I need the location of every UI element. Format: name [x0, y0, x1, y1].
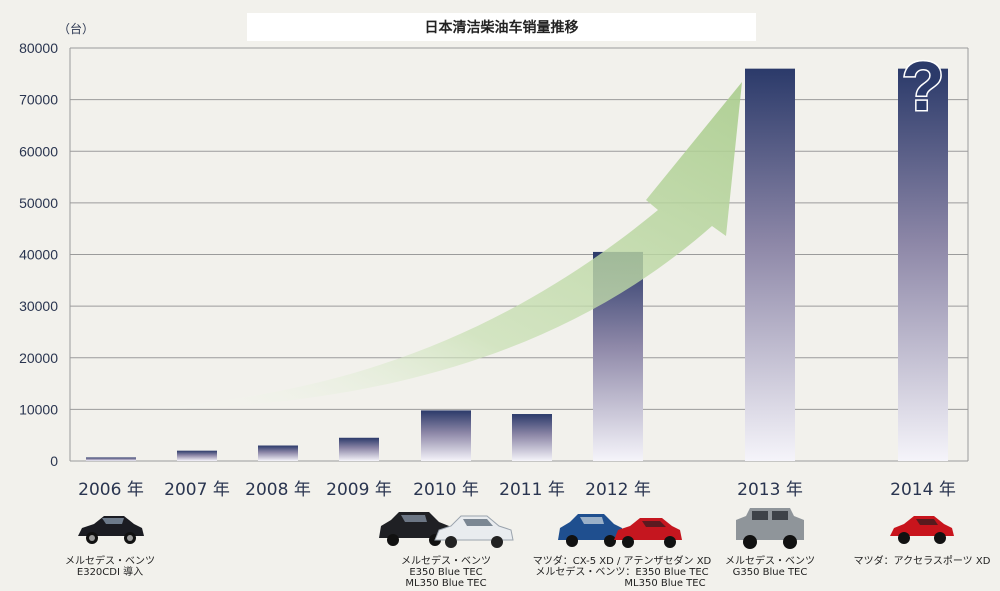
mazda-cx5-atenza-icon — [558, 514, 682, 548]
mercedes-suv-sedan-icon — [379, 512, 514, 548]
mercedes-sedan-icon — [78, 516, 144, 544]
bar — [258, 445, 298, 461]
y-tick-label: 40000 — [19, 247, 58, 263]
y-tick-label: 10000 — [19, 401, 58, 417]
caption-line: メルセデス・ベンツ — [65, 556, 155, 567]
bar — [898, 68, 948, 462]
grid-lines — [69, 47, 969, 462]
caption-2012: マツダ：CX-5 XD / アテンザセダン XD メルセデス・ベンツ：E350 … — [520, 556, 724, 589]
y-tick-label: 70000 — [19, 92, 58, 108]
bar — [421, 410, 471, 461]
chart-title: 日本清洁柴油车销量推移 — [247, 13, 756, 41]
caption-line: E350 Blue TEC — [409, 567, 483, 578]
y-tick-label: 60000 — [19, 143, 58, 159]
caption-line: マツダ：アクセラスポーツ XD — [853, 556, 991, 567]
bar — [177, 450, 217, 461]
caption-line: ML350 Blue TEC — [405, 578, 487, 589]
y-axis-ticks: 0 10000 20000 30000 40000 50000 60000 70000 8000… — [19, 40, 58, 469]
x-tick-label: 2006 年 — [78, 480, 144, 500]
caption-2010: メルセデス・ベンツ E350 Blue TEC ML350 Blue TEC — [392, 556, 500, 589]
caption-line: メルセデス・ベンツ — [401, 556, 491, 567]
x-tick-label: 2012 年 — [585, 480, 651, 500]
x-tick-label: 2010 年 — [413, 480, 479, 500]
y-tick-label: 80000 — [19, 40, 58, 56]
x-axis-ticks: 2006 年 2007 年 2008 年 2009 年 2010 年 2011 年 2012… — [78, 480, 956, 500]
bar — [86, 457, 136, 461]
question-mark: ? — [902, 47, 945, 125]
y-tick-label: 30000 — [19, 298, 58, 314]
x-tick-label: 2011 年 — [499, 480, 565, 500]
caption-line: メルセデス・ベンツ — [725, 556, 815, 567]
caption-line: メルセデス・ベンツ：E350 Blue TEC — [535, 567, 709, 578]
x-tick-label: 2008 年 — [245, 480, 311, 500]
x-tick-label: 2014 年 — [890, 480, 956, 500]
caption-2006: メルセデス・ベンツ E320CDI 導入 — [58, 556, 162, 578]
growth-arrow — [120, 82, 742, 410]
caption-line: ML350 Blue TEC — [624, 578, 706, 589]
y-axis-unit-label: （台） — [58, 22, 95, 36]
x-tick-label: 2007 年 — [164, 480, 230, 500]
bar — [745, 68, 795, 462]
mercedes-gclass-icon — [736, 508, 804, 549]
caption-2014: マツダ：アクセラスポーツ XD — [852, 556, 992, 567]
y-tick-label: 20000 — [19, 350, 58, 366]
mazda-axela-icon — [890, 516, 954, 544]
bar — [512, 414, 552, 461]
bar — [339, 437, 379, 461]
y-tick-label: 50000 — [19, 195, 58, 211]
x-tick-label: 2013 年 — [737, 480, 803, 500]
bars — [86, 68, 948, 462]
caption-line: マツダ：CX-5 XD / アテンザセダン XD — [532, 556, 712, 567]
caption-line: G350 Blue TEC — [732, 567, 808, 578]
caption-line: E320CDI 導入 — [76, 567, 144, 578]
y-tick-label: 0 — [50, 453, 58, 469]
caption-2013: メルセデス・ベンツ G350 Blue TEC — [718, 556, 822, 578]
x-tick-label: 2009 年 — [326, 480, 392, 500]
